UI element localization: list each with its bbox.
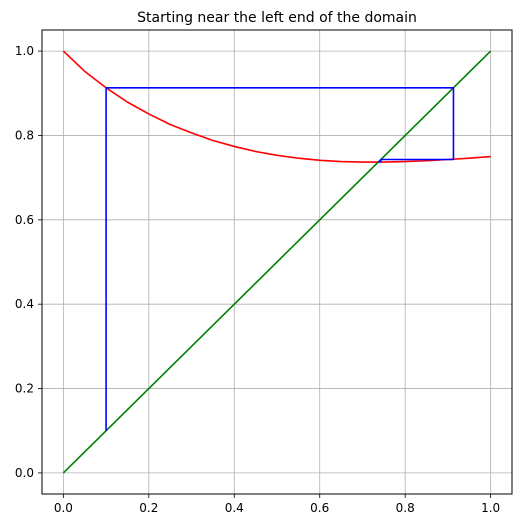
y-tick-label-2: 0.4 [15, 297, 34, 311]
y-tick-label-4: 0.8 [15, 128, 34, 142]
y-tick-label-1: 0.2 [15, 382, 34, 396]
y-axis-ticks: 0.0 0.2 0.4 0.6 0.8 1.0 [15, 44, 42, 480]
y-tick-label-3: 0.6 [15, 213, 34, 227]
x-tick-label-3: 0.6 [310, 501, 329, 515]
series-line-2 [105, 86, 455, 431]
x-tick-label-5: 1.0 [481, 501, 500, 515]
x-tick-label-0: 0.0 [54, 501, 73, 515]
series-line-1 [62, 50, 492, 474]
grid-lines [42, 30, 512, 494]
x-axis-ticks: 0.0 0.2 0.4 0.6 0.8 1.0 [54, 494, 500, 515]
x-tick-label-4: 0.8 [396, 501, 415, 515]
plot-series [62, 50, 492, 474]
x-tick-label-2: 0.4 [225, 501, 244, 515]
y-tick-label-0: 0.0 [15, 466, 34, 480]
chart-title: Starting near the left end of the domain [137, 10, 417, 26]
plot-frame [41, 29, 513, 495]
series-line-0 [62, 50, 491, 163]
x-tick-label-1: 0.2 [139, 501, 158, 515]
y-tick-label-5: 1.0 [15, 44, 34, 58]
